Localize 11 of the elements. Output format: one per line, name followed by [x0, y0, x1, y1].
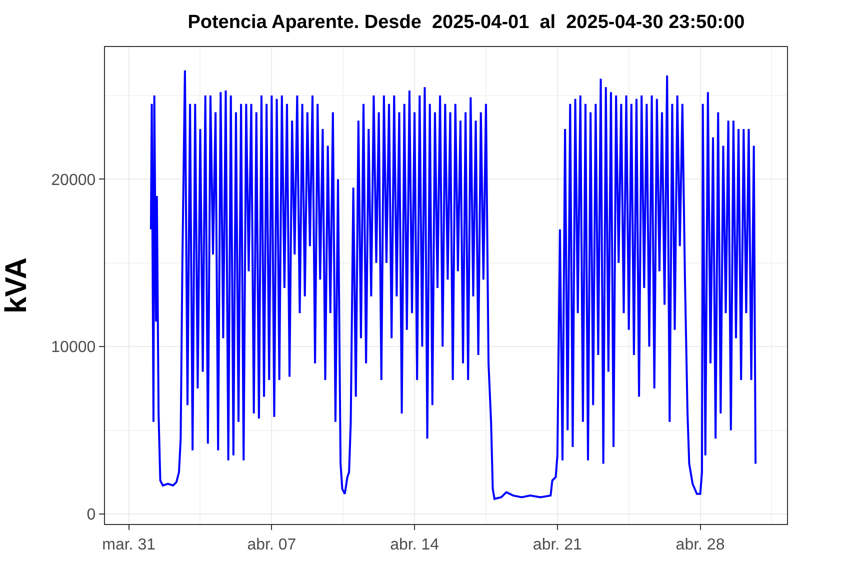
y-tick-label: 10000 [51, 339, 96, 356]
x-tick-label: abr. 21 [532, 536, 582, 554]
x-tick-label: abr. 07 [247, 536, 296, 554]
x-tick-label: abr. 14 [390, 536, 440, 554]
y-tick-label: 20000 [51, 172, 96, 189]
chart-title: Potencia Aparente. Desde 2025-04-01 al 2025-04-30 23:50:00 [188, 12, 745, 34]
y-axis-title: kVA [0, 257, 33, 314]
x-tick-label: abr. 28 [676, 536, 725, 554]
x-tick-label: mar. 31 [102, 536, 156, 554]
line-series [150, 69, 757, 500]
y-tick-label: 0 [86, 506, 96, 524]
